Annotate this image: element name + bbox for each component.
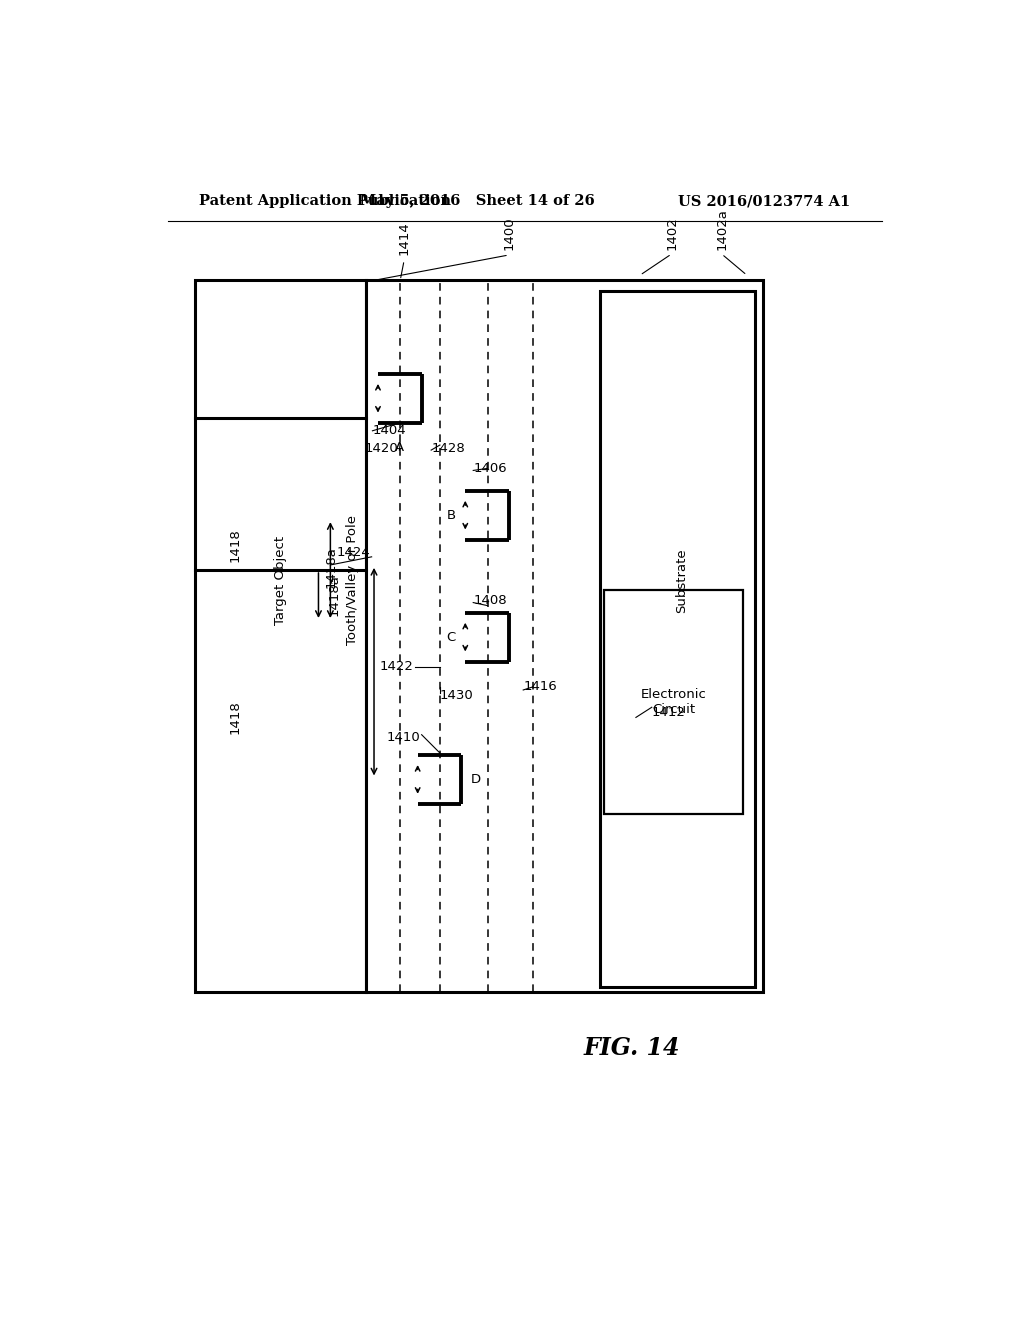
Bar	[196, 280, 367, 991]
Text: 1406: 1406	[473, 462, 507, 475]
Text: 1408: 1408	[473, 594, 507, 607]
Text: FIG. 14: FIG. 14	[584, 1036, 680, 1060]
Text: D: D	[471, 774, 481, 785]
Text: 1416: 1416	[523, 680, 557, 693]
Bar	[604, 590, 743, 814]
Text: 1402a: 1402a	[715, 209, 728, 249]
Text: 1404: 1404	[373, 424, 407, 437]
Text: Tooth/Valley or Pole: Tooth/Valley or Pole	[346, 515, 359, 645]
Text: 1418: 1418	[228, 528, 242, 561]
Text: 1422: 1422	[380, 660, 414, 673]
Text: 1418: 1418	[228, 701, 242, 734]
Text: 1418a: 1418a	[325, 546, 338, 587]
Text: B: B	[446, 508, 456, 521]
Text: 1420: 1420	[365, 442, 397, 454]
Text: A: A	[395, 441, 404, 454]
Text: Electronic
Circuit: Electronic Circuit	[641, 688, 707, 717]
Text: US 2016/0123774 A1: US 2016/0123774 A1	[678, 194, 850, 209]
Text: 1410: 1410	[386, 731, 420, 744]
Text: 1412: 1412	[652, 706, 686, 719]
Text: 1428: 1428	[431, 442, 465, 454]
Text: 1424: 1424	[336, 546, 370, 560]
Text: Substrate: Substrate	[675, 548, 688, 612]
Text: 1400: 1400	[503, 216, 515, 249]
Bar	[600, 290, 755, 987]
Text: May 5, 2016   Sheet 14 of 26: May 5, 2016 Sheet 14 of 26	[359, 194, 595, 209]
Text: 1430: 1430	[440, 689, 474, 701]
Text: C: C	[446, 631, 456, 644]
Text: 1402: 1402	[666, 216, 678, 249]
Text: 1414: 1414	[397, 222, 411, 255]
Bar	[367, 280, 763, 991]
Text: Target Object: Target Object	[273, 536, 287, 624]
Text: 1418a: 1418a	[328, 574, 340, 616]
Text: Patent Application Publication: Patent Application Publication	[200, 194, 452, 209]
